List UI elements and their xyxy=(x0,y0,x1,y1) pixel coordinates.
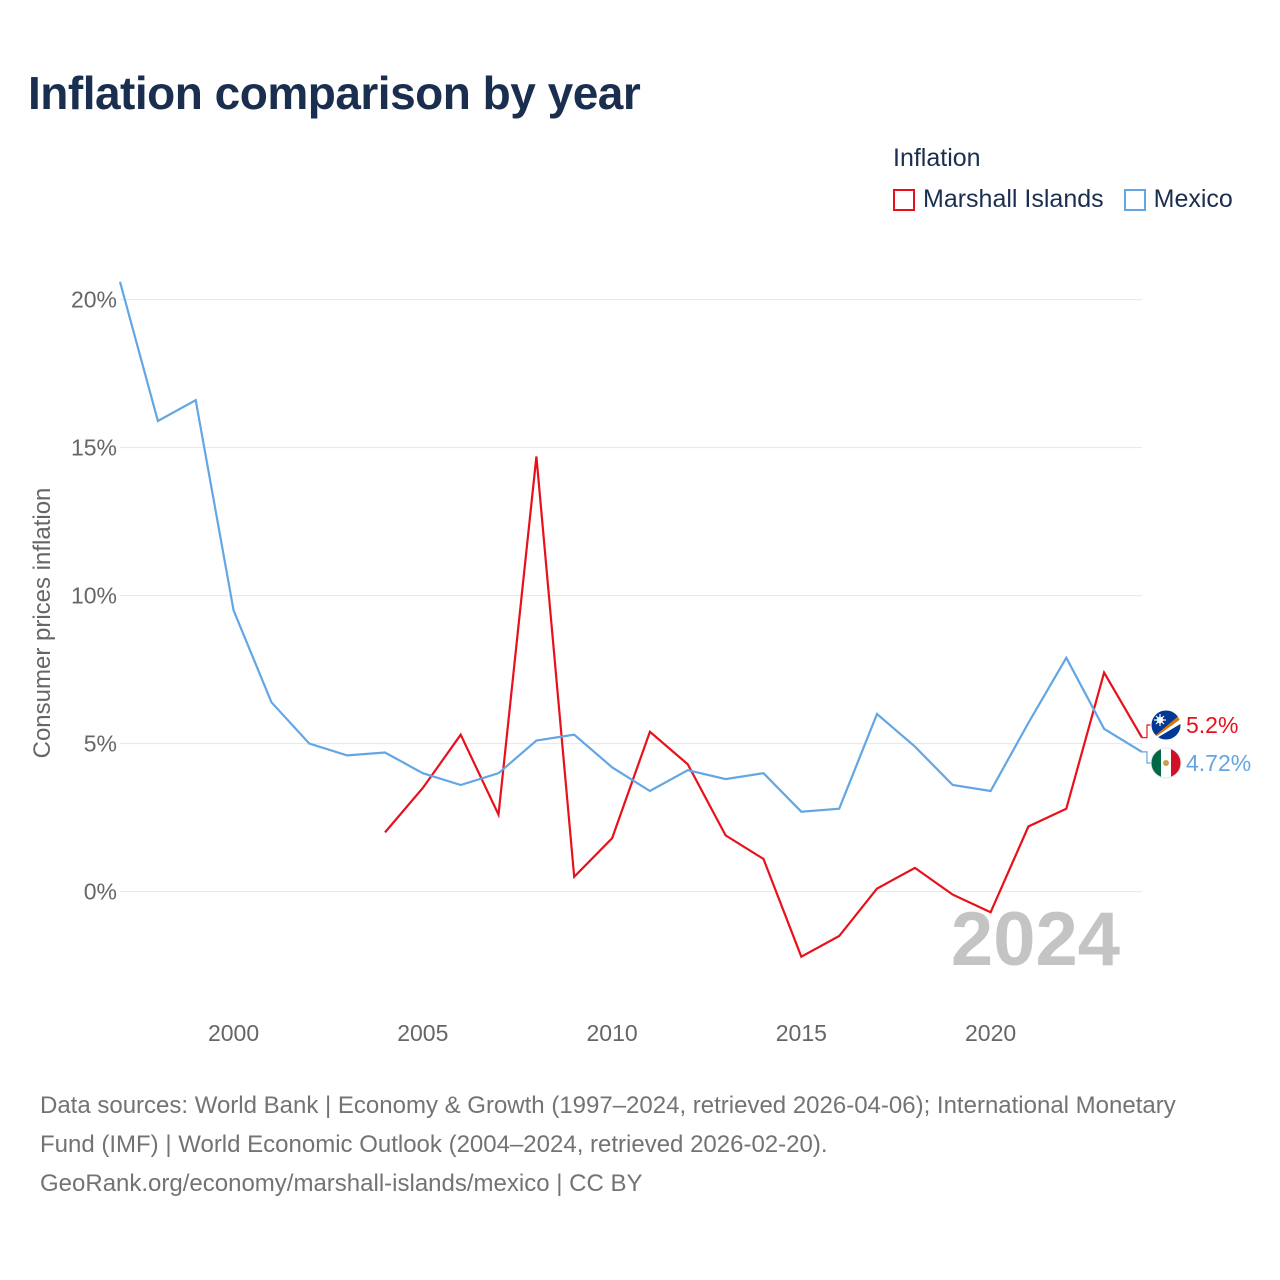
source-footer: Data sources: World Bank | Economy & Gro… xyxy=(40,1086,1220,1203)
x-tick-label: 2010 xyxy=(586,1020,637,1046)
legend-swatch-marshall-islands xyxy=(893,188,915,211)
legend-label-mexico: Mexico xyxy=(1153,185,1233,213)
legend-title: Inflation xyxy=(893,144,981,172)
end-label-mexico: 4.72% xyxy=(1186,750,1251,776)
mexico-flag-icon xyxy=(1150,747,1182,779)
end-connector-mexico xyxy=(1142,751,1152,764)
axes: 0% 5% 10% 15% 20% 2000 2005 2010 2015 2020 Consume… xyxy=(29,287,1016,1046)
gridlines xyxy=(120,299,1142,893)
y-tick-label: 0% xyxy=(84,879,117,905)
series-line-mexico xyxy=(118,281,1143,813)
line-chart: 2024 0% 5% 10% 15% 20% 2000 2005 2010 2015 2020 Co… xyxy=(29,281,1251,1046)
y-tick-label: 15% xyxy=(71,435,117,461)
series-line-marshall-islands xyxy=(384,456,1143,959)
legend-item-mexico[interactable]: Mexico xyxy=(1123,185,1233,214)
source-link[interactable]: GeoRank.org/economy/marshall-islands/mex… xyxy=(40,1170,643,1197)
end-connector-marshall-islands xyxy=(1142,724,1152,739)
legend-item-marshall-islands[interactable]: Marshall Islands xyxy=(893,185,1104,214)
y-tick-label: 10% xyxy=(71,583,117,609)
year-watermark: 2024 xyxy=(951,897,1120,982)
series-lines xyxy=(118,281,1143,959)
legend-label-marshall-islands: Marshall Islands xyxy=(923,185,1104,213)
x-tick-label: 2020 xyxy=(965,1020,1016,1046)
y-tick-label: 20% xyxy=(71,287,117,313)
y-tick-label: 5% xyxy=(84,731,117,757)
x-tick-label: 2005 xyxy=(397,1020,448,1046)
end-labels: 5.2% 4.72% xyxy=(1142,712,1251,776)
end-label-marshall-islands: 5.2% xyxy=(1186,712,1238,738)
y-axis-title: Consumer prices inflation xyxy=(29,488,56,759)
source-text: Data sources: World Bank | Economy & Gro… xyxy=(40,1092,1176,1158)
x-tick-label: 2015 xyxy=(776,1020,827,1046)
chart-title: Inflation comparison by year xyxy=(28,67,641,119)
x-tick-label: 2000 xyxy=(208,1020,259,1046)
marshall-islands-flag-icon xyxy=(1150,709,1182,741)
legend-swatch-mexico xyxy=(1123,188,1146,211)
legend: Inflation Marshall Islands Mexico xyxy=(893,144,1233,214)
